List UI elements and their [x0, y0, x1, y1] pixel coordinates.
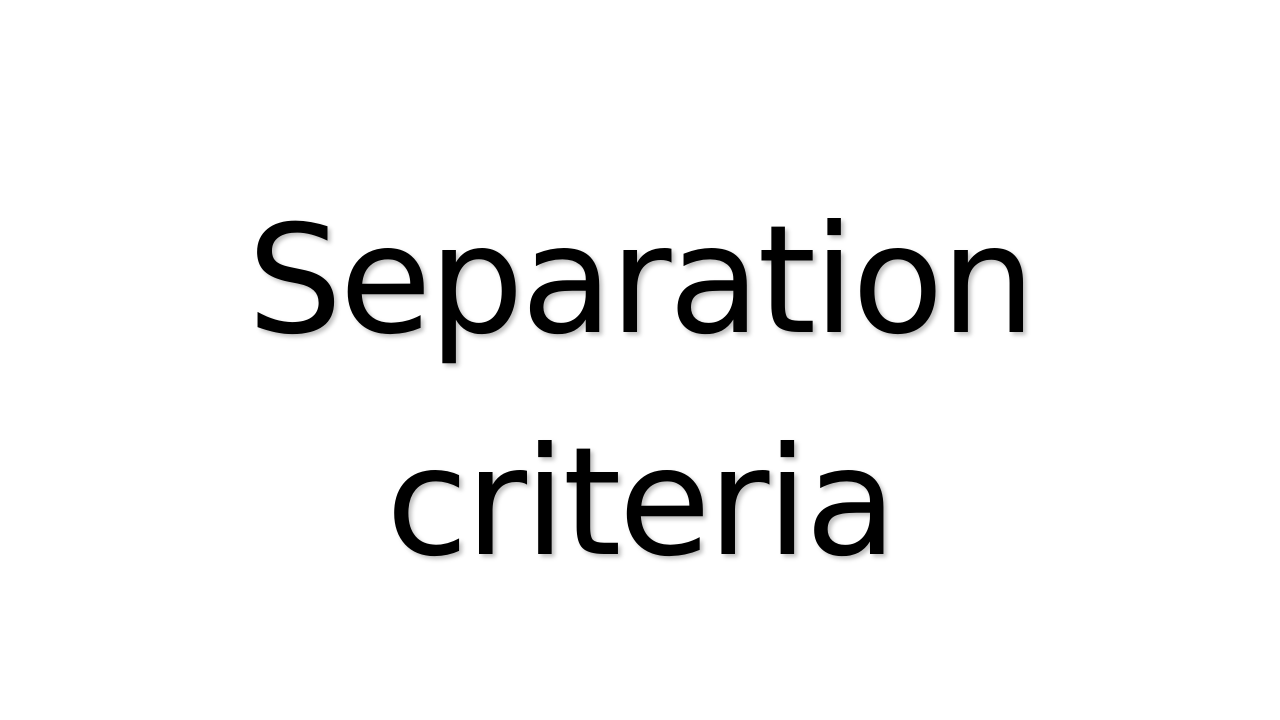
title-line-1: Separation [247, 194, 1036, 368]
slide-title: Separation criteria [0, 170, 1280, 614]
title-line-2: criteria [385, 416, 897, 590]
